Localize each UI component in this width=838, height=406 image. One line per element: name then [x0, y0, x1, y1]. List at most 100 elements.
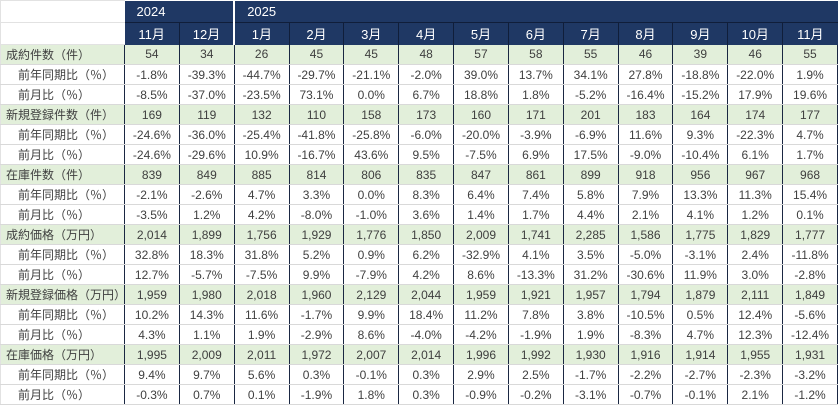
year-label: 2024	[124, 0, 235, 23]
data-cell: 0.7%	[178, 384, 235, 405]
data-cell: 14.3%	[178, 304, 235, 325]
table-row: 前月比（％） 12.7% -5.7% -7.5% 9.9% -7.9% 4.2% 8.6% -1…	[0, 264, 838, 285]
data-cell: 956	[672, 164, 728, 185]
data-cell: 11.2%	[453, 304, 509, 325]
corner-cell	[0, 22, 125, 45]
data-cell: 183	[617, 104, 673, 125]
row-label: 前月比（％）	[0, 264, 125, 285]
month-header: 5月	[453, 22, 509, 45]
data-cell: 1,899	[178, 224, 235, 245]
data-cell: -1.9%	[288, 384, 344, 405]
table-row: 在庫件数（件） 839 849 885 814 806 835 847 861 899 918 956…	[0, 164, 838, 185]
data-cell: 1,777	[782, 224, 838, 245]
data-cell: 6.1%	[727, 144, 783, 165]
row-label: 在庫件数（件）	[0, 164, 125, 185]
data-cell: 1.2%	[727, 204, 783, 225]
table-row: 前年同期比（％） -24.6% -36.0% -25.4% -41.8% -25.8% -6…	[0, 124, 838, 145]
table-row: 成約件数（件） 54 34 26 45 45 48 57 58 55 46 39 46 55	[0, 44, 838, 65]
data-cell: 173	[398, 104, 454, 125]
data-cell: 1,756	[233, 224, 290, 245]
row-label: 前年同期比（％）	[0, 64, 125, 85]
data-cell: -2.7%	[672, 364, 728, 385]
data-cell: 899	[562, 164, 619, 185]
data-cell: -7.5%	[453, 144, 509, 165]
data-cell: 11.6%	[617, 124, 673, 145]
data-cell: -10.4%	[672, 144, 728, 165]
data-cell: 1.8%	[343, 384, 399, 405]
data-cell: 3.5%	[562, 244, 619, 265]
row-label: 新規登録件数（件）	[0, 104, 125, 125]
data-cell: -5.2%	[562, 84, 619, 105]
month-header: 12月	[178, 22, 235, 45]
row-label: 前月比（％）	[0, 384, 125, 405]
data-cell: 4.2%	[398, 264, 454, 285]
data-cell: -29.7%	[288, 64, 344, 85]
data-cell: -2.0%	[398, 64, 454, 85]
data-cell: 1,959	[124, 284, 180, 305]
data-cell: 1,995	[124, 344, 180, 365]
data-cell: -0.1%	[672, 384, 728, 405]
data-cell: 26	[233, 44, 290, 65]
row-label: 成約件数（件）	[0, 44, 125, 65]
data-cell: 48	[398, 44, 454, 65]
data-cell: 1,959	[453, 284, 509, 305]
data-cell: -41.8%	[288, 124, 344, 145]
data-cell: -3.1%	[562, 384, 619, 405]
data-cell: 1,850	[398, 224, 454, 245]
data-cell: 1,794	[617, 284, 673, 305]
data-cell: -29.6%	[178, 144, 235, 165]
data-cell: 11.6%	[233, 304, 290, 325]
data-cell: 0.5%	[672, 304, 728, 325]
row-label: 前月比（％）	[0, 84, 125, 105]
data-cell: 58	[507, 44, 564, 65]
data-cell: 4.1%	[507, 244, 564, 265]
data-cell: 1,879	[672, 284, 728, 305]
data-cell: 806	[343, 164, 399, 185]
data-cell: 55	[562, 44, 619, 65]
data-cell: 2,014	[124, 224, 180, 245]
data-cell: 1.1%	[178, 324, 235, 345]
data-cell: -3.5%	[124, 204, 180, 225]
data-cell: -13.3%	[507, 264, 564, 285]
data-cell: 1,741	[507, 224, 564, 245]
data-cell: 18.4%	[398, 304, 454, 325]
table-row: 新規登録価格（万円） 1,959 1,980 2,018 1,960 2,129 2,044…	[0, 284, 838, 305]
data-cell: 1,776	[343, 224, 399, 245]
data-cell: -6.0%	[398, 124, 454, 145]
data-cell: 835	[398, 164, 454, 185]
data-cell: 1,921	[507, 284, 564, 305]
data-cell: 18.8%	[453, 84, 509, 105]
data-cell: 110	[288, 104, 344, 125]
row-label: 在庫価格（万円）	[0, 344, 125, 365]
data-cell: 4.7%	[782, 124, 838, 145]
month-header: 11月	[124, 22, 180, 45]
data-cell: 2,007	[343, 344, 399, 365]
data-cell: -2.8%	[782, 264, 838, 285]
data-cell: -1.2%	[782, 384, 838, 405]
table-row: 成約価格（万円） 2,014 1,899 1,756 1,929 1,776 1,850 2,…	[0, 224, 838, 245]
data-cell: 0.3%	[288, 364, 344, 385]
data-cell: 27.8%	[617, 64, 673, 85]
data-cell: 15.4%	[782, 184, 838, 205]
data-cell: 1.9%	[782, 64, 838, 85]
table-row: 前月比（％） -24.6% -29.6% 10.9% -16.7% 43.6% 9.5% -7…	[0, 144, 838, 165]
data-cell: 1,849	[782, 284, 838, 305]
data-cell: -3.2%	[782, 364, 838, 385]
data-cell: 13.7%	[507, 64, 564, 85]
row-label: 新規登録価格（万円）	[0, 284, 125, 305]
data-cell: -1.9%	[507, 324, 564, 345]
month-header: 6月	[507, 22, 564, 45]
month-header: 10月	[727, 22, 783, 45]
data-cell: -0.1%	[343, 364, 399, 385]
data-cell: 849	[178, 164, 235, 185]
data-cell: -0.9%	[453, 384, 509, 405]
data-cell: 9.9%	[288, 264, 344, 285]
data-cell: 2.1%	[617, 204, 673, 225]
data-cell: 861	[507, 164, 564, 185]
data-cell: 3.0%	[727, 264, 783, 285]
data-cell: 2,129	[343, 284, 399, 305]
data-cell: -23.5%	[233, 84, 290, 105]
data-cell: 6.4%	[453, 184, 509, 205]
data-cell: 2,009	[453, 224, 509, 245]
data-cell: 46	[617, 44, 673, 65]
